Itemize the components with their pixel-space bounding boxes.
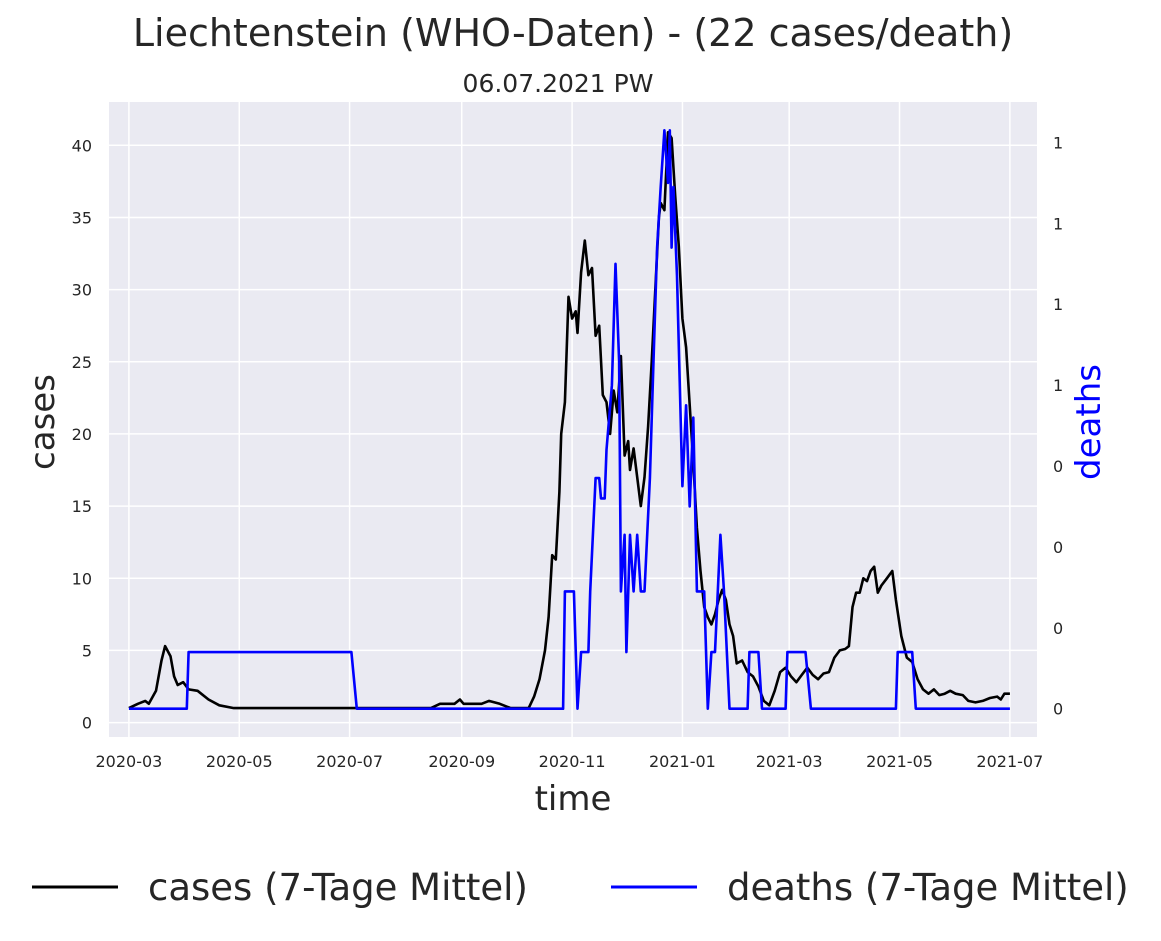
y-gridlines — [109, 144, 1037, 724]
x-tick-labels: 2020-03 2020-05 2020-07 2020-09 2020-11 2021-… — [95, 752, 1043, 771]
y2-tick-label-5: 1 — [1053, 295, 1063, 314]
x-tick-label-8: 2021-07 — [976, 752, 1043, 771]
plot-background — [109, 102, 1037, 737]
x-tick-label-0: 2020-03 — [95, 752, 162, 771]
y2-tick-label-0: 0 — [1053, 700, 1063, 719]
x-gridlines — [128, 102, 1011, 737]
y2-tick-label-2: 0 — [1053, 538, 1063, 557]
chart-title: Liechtenstein (WHO-Daten) - (22 cases/de… — [133, 11, 1013, 55]
x-tick-label-2: 2020-07 — [316, 752, 383, 771]
y2-tick-label-4: 1 — [1053, 376, 1063, 395]
y-tick-label-4: 20 — [72, 425, 92, 444]
x-tick-label-3: 2020-09 — [428, 752, 495, 771]
y2-tick-label-3: 0 — [1053, 457, 1063, 476]
legend-label-cases: cases (7-Tage Mittel) — [148, 866, 528, 909]
y2-axis-label: deaths — [1069, 364, 1109, 480]
y2-tick-label-7: 1 — [1053, 133, 1063, 152]
y-tick-label-2: 10 — [72, 569, 92, 588]
series-line-deaths — [128, 129, 1010, 711]
y-tick-labels: 0 5 10 15 20 25 30 35 40 — [72, 136, 92, 732]
y-tick-label-1: 5 — [82, 641, 92, 660]
series-layer — [128, 129, 1010, 711]
x-axis-label: time — [535, 779, 612, 819]
y-tick-label-6: 30 — [72, 281, 92, 300]
legend-label-deaths: deaths (7-Tage Mittel) — [727, 866, 1129, 909]
y-tick-label-0: 0 — [82, 714, 92, 733]
y-tick-label-3: 15 — [72, 497, 92, 516]
y-axis-label: cases — [23, 374, 63, 470]
y-tick-label-8: 40 — [72, 136, 92, 155]
legend: cases (7-Tage Mittel) deaths (7-Tage Mit… — [32, 866, 1129, 909]
y2-tick-label-6: 1 — [1053, 214, 1063, 233]
x-tick-label-5: 2021-01 — [649, 752, 716, 771]
x-tick-label-1: 2020-05 — [206, 752, 273, 771]
x-tick-label-4: 2020-11 — [539, 752, 606, 771]
x-tick-label-6: 2021-03 — [756, 752, 823, 771]
x-tick-label-7: 2021-05 — [866, 752, 933, 771]
y2-tick-labels: 0 0 0 0 1 1 1 1 — [1053, 133, 1063, 718]
y-tick-label-7: 35 — [72, 208, 92, 227]
chart-subtitle: 06.07.2021 PW — [463, 69, 654, 98]
y2-tick-label-1: 0 — [1053, 619, 1063, 638]
y-tick-label-5: 25 — [72, 353, 92, 372]
series-line-cases — [128, 131, 1010, 710]
